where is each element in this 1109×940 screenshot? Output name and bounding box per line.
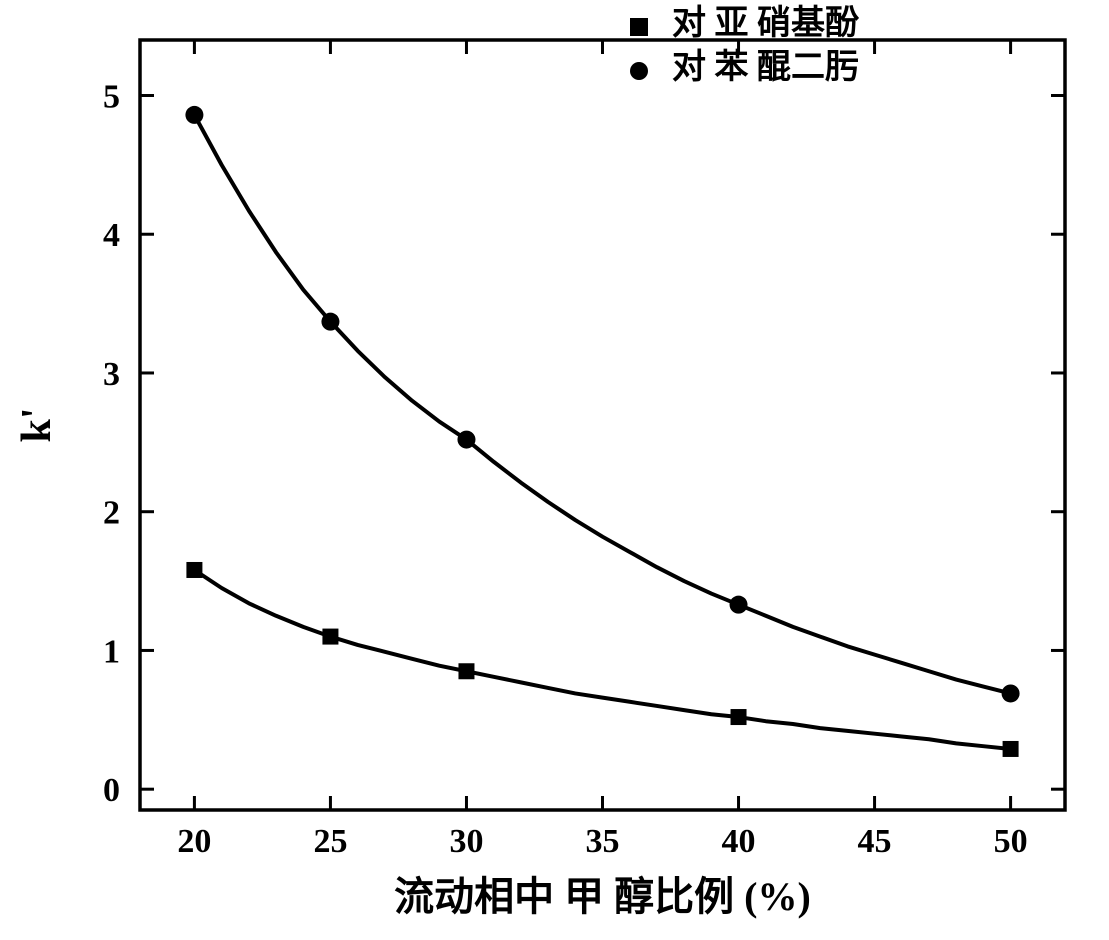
svg-text:20: 20	[177, 823, 211, 860]
chart-svg: 20253035404550012345流动相中 甲 醇比例 (%)k'对 亚 …	[0, 0, 1109, 940]
svg-text:1: 1	[103, 633, 120, 670]
svg-text:对 亚 硝基酚: 对 亚 硝基酚	[672, 4, 860, 42]
svg-text:0: 0	[103, 772, 120, 809]
svg-text:对 苯 醌二肟: 对 苯 醌二肟	[672, 48, 859, 86]
svg-text:流动相中 甲 醇比例 (%): 流动相中 甲 醇比例 (%)	[394, 874, 811, 919]
svg-text:k': k'	[14, 407, 60, 442]
svg-text:50: 50	[994, 823, 1028, 860]
svg-text:3: 3	[103, 356, 120, 393]
svg-text:25: 25	[313, 823, 347, 860]
svg-text:5: 5	[103, 78, 120, 115]
chart-container: 20253035404550012345流动相中 甲 醇比例 (%)k'对 亚 …	[0, 0, 1109, 940]
svg-text:40: 40	[722, 823, 756, 860]
svg-text:4: 4	[103, 217, 120, 254]
svg-text:30: 30	[449, 823, 483, 860]
svg-text:35: 35	[586, 823, 620, 860]
svg-text:2: 2	[103, 495, 120, 532]
svg-text:45: 45	[858, 823, 892, 860]
